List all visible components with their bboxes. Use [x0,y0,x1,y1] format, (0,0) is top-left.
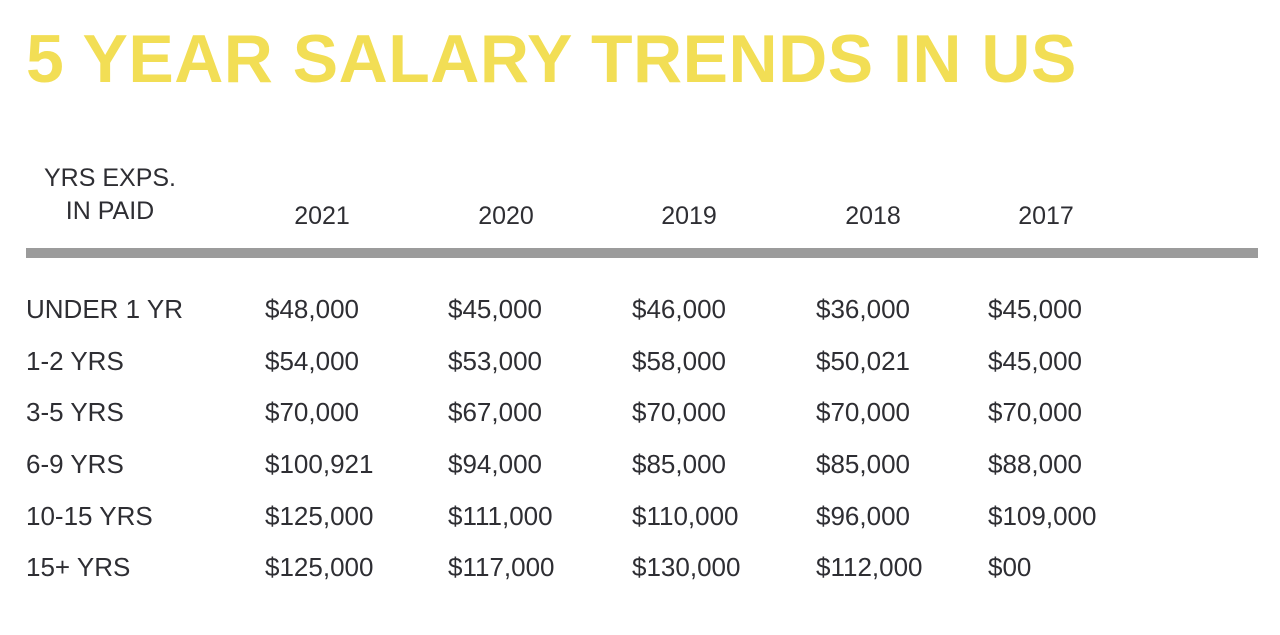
salary-cell: $48,000 [265,294,359,324]
salary-cell: $53,000 [448,346,542,376]
row-label: 1-2 YRS [26,346,124,376]
experience-column-header: YRS EXPS. IN PAID [30,162,190,228]
salary-cell: $109,000 [988,501,1097,531]
salary-cell: $125,000 [265,501,374,531]
header-divider [26,248,1258,258]
row-label: 15+ YRS [26,552,131,582]
salary-cell: $112,000 [816,552,923,582]
row-label: 6-9 YRS [26,449,124,479]
salary-cell: $45,000 [448,294,542,324]
salary-cell: $46,000 [632,294,726,324]
experience-header-line-2: IN PAID [65,197,155,225]
year-header-2020: 2020 [478,202,534,230]
salary-cell: $130,000 [632,552,741,582]
salary-cell: $54,000 [265,346,359,376]
salary-cell: $88,000 [988,449,1082,479]
year-header-2017: 2017 [1018,202,1074,230]
salary-cell: $45,000 [988,294,1082,324]
salary-cell: $85,000 [816,449,910,479]
salary-cell: $125,000 [265,552,374,582]
salary-cell: $36,000 [816,294,910,324]
salary-cell: $70,000 [988,397,1082,427]
salary-cell: $58,000 [632,346,726,376]
salary-cell: $45,000 [988,346,1082,376]
salary-cell: $110,000 [632,501,739,531]
page-title: 5 YEAR SALARY TRENDS IN US [26,21,1077,97]
salary-cell: $67,000 [448,397,542,427]
year-header-2019: 2019 [661,202,717,230]
year-header-2018: 2018 [845,202,901,230]
experience-header-line-1: YRS EXPS. [44,164,176,192]
salary-cell: $94,000 [448,449,542,479]
salary-cell: $85,000 [632,449,726,479]
salary-cell: $70,000 [816,397,910,427]
row-label: UNDER 1 YR [26,294,184,324]
year-header-2021: 2021 [294,202,350,230]
salary-cell: $100,921 [265,449,374,479]
row-label: 10-15 YRS [26,501,153,531]
row-label: 3-5 YRS [26,397,124,427]
salary-cell: $50,021 [816,346,910,376]
salary-cell: $70,000 [265,397,359,427]
salary-cell: $00 [988,552,1032,582]
salary-cell: $96,000 [816,501,910,531]
salary-cell: $117,000 [448,552,555,582]
salary-cell: $70,000 [632,397,726,427]
salary-cell: $111,000 [448,501,553,531]
